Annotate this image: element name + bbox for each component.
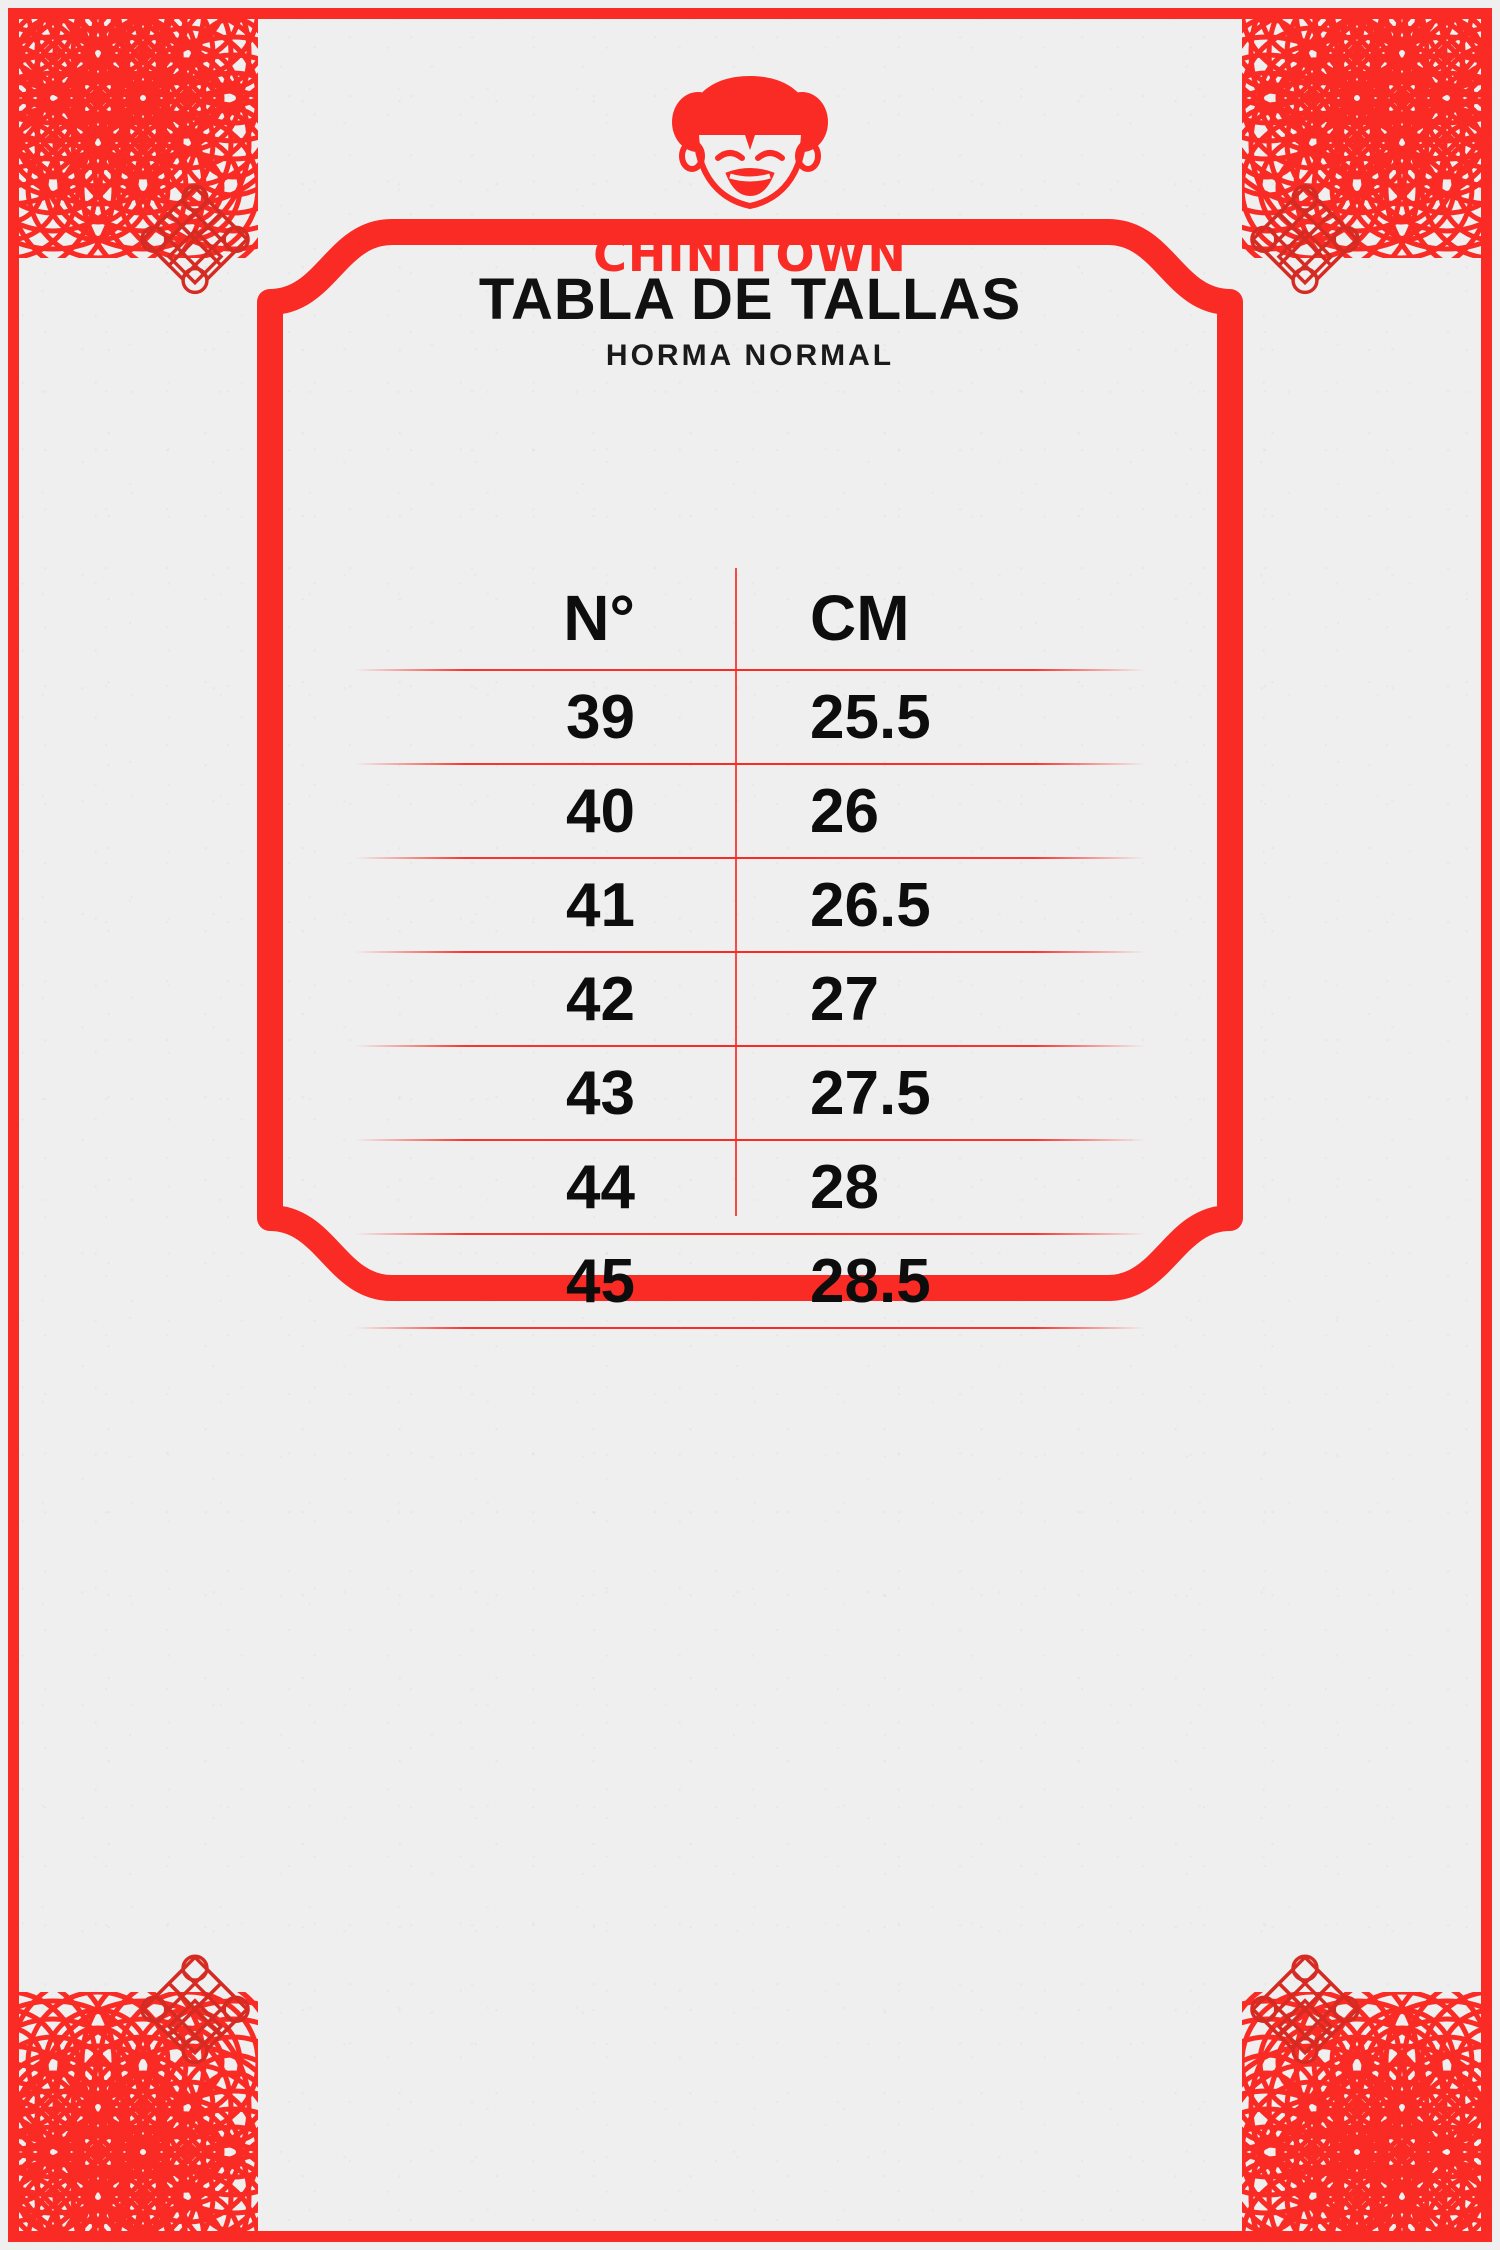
brand-logo: CHINITOWN xyxy=(0,70,1500,287)
cell-cm: 25.5 xyxy=(810,682,931,752)
cell-cm: 27.5 xyxy=(810,1058,931,1128)
column-header-numero: N° xyxy=(563,581,635,654)
brand-name-text: CHINITOWN xyxy=(593,228,907,282)
table-row: 41 26.5 xyxy=(355,858,1145,952)
size-table: N° CM 39 25.5 40 26 41 26.5 42 27 43 27.5 44 28 45 28… xyxy=(355,565,1145,1328)
table-row: 42 27 xyxy=(355,952,1145,1046)
cell-cm: 27 xyxy=(810,964,879,1034)
table-header-row: N° CM xyxy=(355,565,1145,670)
outer-border xyxy=(8,8,1492,2242)
column-header-cm: CM xyxy=(810,581,910,654)
page-title: TABLA DE TALLAS xyxy=(478,267,1022,332)
chinitown-wordmark-icon: CHINITOWN xyxy=(593,228,907,282)
table-row: 44 28 xyxy=(355,1140,1145,1234)
cell-numero: 41 xyxy=(566,870,635,940)
cell-numero: 45 xyxy=(566,1246,635,1316)
brand-wordmark: CHINITOWN xyxy=(0,226,1500,287)
table-row: 39 25.5 xyxy=(355,670,1145,764)
chinese-endless-knot-icon-bottom-left xyxy=(140,1954,250,2065)
cell-numero: 40 xyxy=(566,776,635,846)
table-column-divider xyxy=(735,568,737,1216)
cell-numero: 39 xyxy=(566,682,635,752)
size-chart-card: TABLA DE TALLAS HORMA NORMAL xyxy=(240,267,1260,372)
cell-cm: 28 xyxy=(810,1152,879,1222)
cell-numero: 42 xyxy=(566,964,635,1034)
chinese-endless-knot-icon-bottom-right xyxy=(1250,1954,1360,2065)
cell-numero: 43 xyxy=(566,1058,635,1128)
chinese-girl-face-icon xyxy=(672,76,828,209)
table-row: 43 27.5 xyxy=(355,1046,1145,1140)
page-subtitle: HORMA NORMAL xyxy=(605,338,895,372)
pavilion-ogee-frame xyxy=(257,219,1243,1301)
cell-cm: 26 xyxy=(810,776,879,846)
cell-numero: 44 xyxy=(566,1152,635,1222)
table-row: 40 26 xyxy=(355,764,1145,858)
table-row: 45 28.5 xyxy=(355,1234,1145,1328)
cell-cm: 26.5 xyxy=(810,870,931,940)
cell-cm: 28.5 xyxy=(810,1246,931,1316)
